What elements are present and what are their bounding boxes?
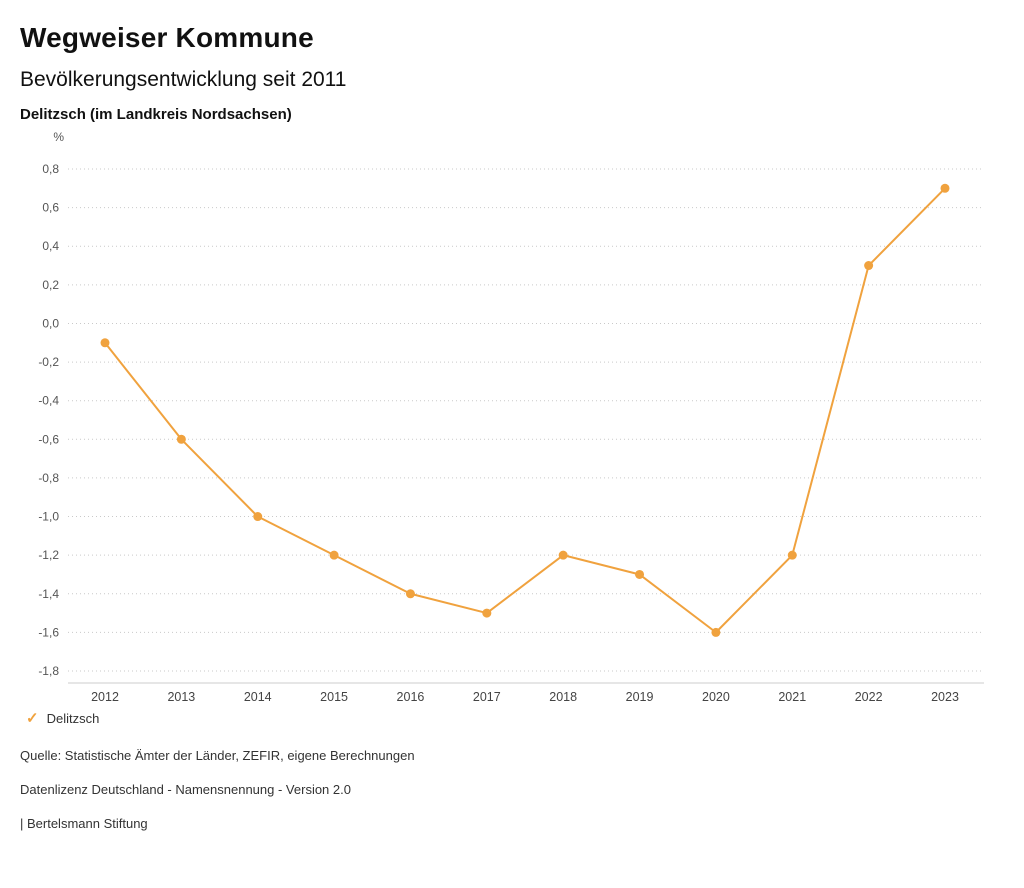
- x-axis-tick-label: 2022: [855, 690, 883, 704]
- data-point[interactable]: [253, 512, 263, 522]
- series-line-delitzsch: [104, 187, 946, 634]
- y-axis-tick-label: 0,2: [42, 278, 59, 292]
- y-axis-tick-label: -0,4: [38, 394, 59, 408]
- source-note: Quelle: Statistische Ämter der Länder, Z…: [20, 748, 415, 763]
- y-axis-tick-label: -1,6: [38, 625, 59, 639]
- page-title: Wegweiser Kommune: [20, 22, 314, 53]
- legend: ✓ Delitzsch: [26, 711, 1004, 726]
- x-axis-tick-label: 2018: [549, 690, 577, 704]
- check-icon: ✓: [26, 710, 39, 727]
- y-axis-tick-label: -0,8: [38, 471, 59, 485]
- y-axis-tick-label: 0,6: [42, 201, 59, 215]
- chart-title: Bevölkerungsentwicklung seit 2011: [20, 68, 347, 91]
- data-point[interactable]: [864, 261, 874, 271]
- x-axis-tick-label: 2017: [473, 690, 501, 704]
- y-axis-tick-label: -1,8: [38, 664, 59, 678]
- population-line-chart: 0,8 0,6 0,4 0,2 0,0 -0,2 -0,4 -0,6 -0,8 -1,0 -1,2 -…: [20, 125, 1004, 705]
- x-axis-tick-label: 2021: [778, 690, 806, 704]
- data-point[interactable]: [787, 550, 797, 560]
- x-axis-tick-label: 2019: [626, 690, 654, 704]
- x-axis-tick-label: 2016: [397, 690, 425, 704]
- y-axis-tick-label: -0,6: [38, 432, 59, 446]
- data-point[interactable]: [176, 434, 186, 444]
- legend-label: Delitzsch: [46, 711, 100, 726]
- data-point[interactable]: [405, 589, 415, 599]
- y-axis-tick-label: -1,4: [38, 587, 59, 601]
- chart-location-subtitle: Delitzsch (im Landkreis Nordsachsen): [20, 106, 292, 123]
- x-axis-tick-label: 2014: [244, 690, 272, 704]
- data-point[interactable]: [635, 569, 645, 579]
- x-axis-tick-label: 2013: [167, 690, 195, 704]
- y-axis-tick-label: 0,0: [42, 316, 59, 330]
- publisher-note: | Bertelsmann Stiftung: [20, 816, 148, 831]
- data-point[interactable]: [482, 608, 492, 618]
- data-point[interactable]: [940, 183, 950, 193]
- x-axis-tick-label: 2020: [702, 690, 730, 704]
- y-axis-tick-label: 0,4: [42, 239, 59, 253]
- license-note: Datenlizenz Deutschland - Namensnennung …: [20, 782, 351, 797]
- chart-canvas: 0,8 0,6 0,4 0,2 0,0 -0,2 -0,4 -0,6 -0,8 -1,0 -1,2 -…: [38, 130, 984, 704]
- x-axis-tick-label: 2023: [931, 690, 959, 704]
- y-axis-tick-label: 0,8: [42, 162, 59, 176]
- y-axis-unit-label: %: [53, 130, 64, 144]
- y-axis-tick-label: -1,0: [38, 510, 59, 524]
- y-axis-tick-label: -1,2: [38, 548, 59, 562]
- legend-item-delitzsch[interactable]: ✓ Delitzsch: [26, 711, 99, 726]
- y-axis-tick-label: -0,2: [38, 355, 59, 369]
- data-point[interactable]: [558, 550, 568, 560]
- data-point[interactable]: [329, 550, 339, 560]
- data-point[interactable]: [711, 627, 721, 637]
- footer: Quelle: Statistische Ämter der Länder, Z…: [20, 748, 1004, 831]
- x-axis-tick-label: 2015: [320, 690, 348, 704]
- x-axis-tick-label: 2012: [91, 690, 119, 704]
- data-point[interactable]: [100, 338, 110, 348]
